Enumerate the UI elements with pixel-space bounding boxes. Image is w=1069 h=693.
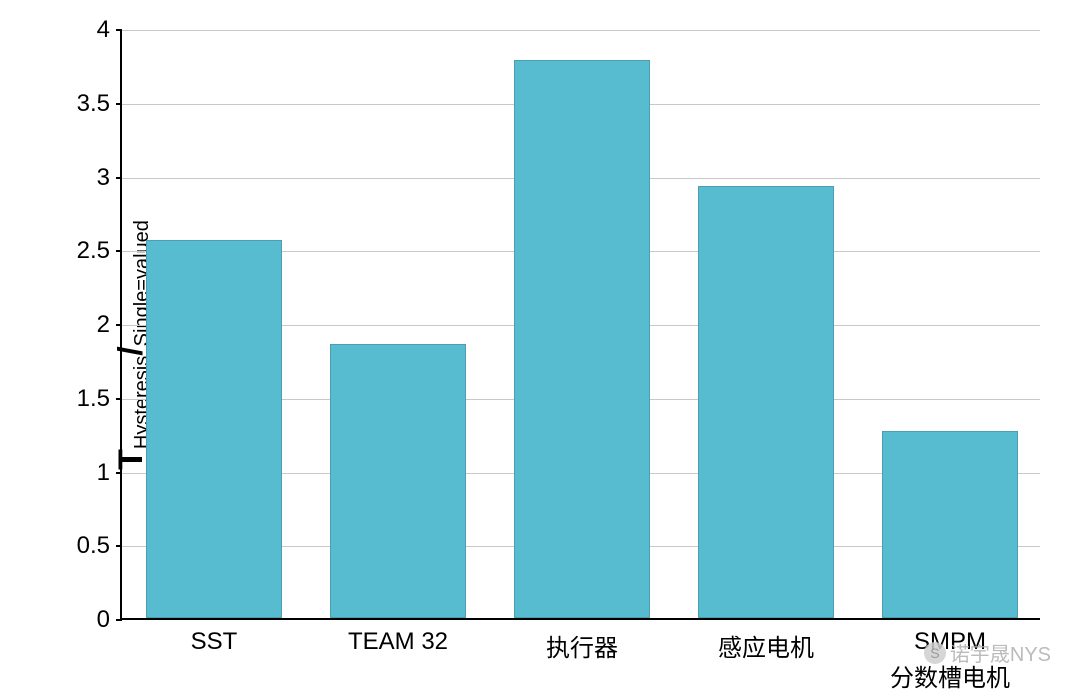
x-tick-label: 感应电机 — [718, 618, 814, 663]
x-tick-label: SST — [191, 618, 238, 656]
bar — [514, 60, 650, 618]
watermark: S 诺宇晟NYS — [924, 638, 1051, 667]
watermark-text: 诺宇晟NYS — [950, 638, 1051, 667]
watermark-icon: S — [924, 642, 946, 664]
bar — [330, 344, 466, 618]
plot-area: 00.511.522.533.54SSTTEAM 32执行器感应电机SMPM分数… — [120, 30, 1040, 620]
y-tick-label: 3.5 — [77, 90, 122, 118]
bar — [882, 431, 1018, 618]
y-tick-label: 3 — [97, 164, 122, 192]
y-tick-label: 1 — [97, 459, 122, 487]
y-tick-label: 1.5 — [77, 385, 122, 413]
x-tick-label: 执行器 — [546, 618, 618, 663]
y-tick-label: 2.5 — [77, 237, 122, 265]
y-tick-label: 2 — [97, 311, 122, 339]
bar — [146, 240, 282, 618]
y-tick-label: 4 — [97, 16, 122, 44]
y-tick-label: 0.5 — [77, 532, 122, 560]
chart-container: THysteresis/Single=valued 00.511.522.533… — [0, 0, 1069, 689]
x-tick-label: TEAM 32 — [348, 618, 448, 656]
grid-line — [122, 30, 1040, 31]
bar — [698, 186, 834, 618]
y-tick-label: 0 — [97, 606, 122, 634]
